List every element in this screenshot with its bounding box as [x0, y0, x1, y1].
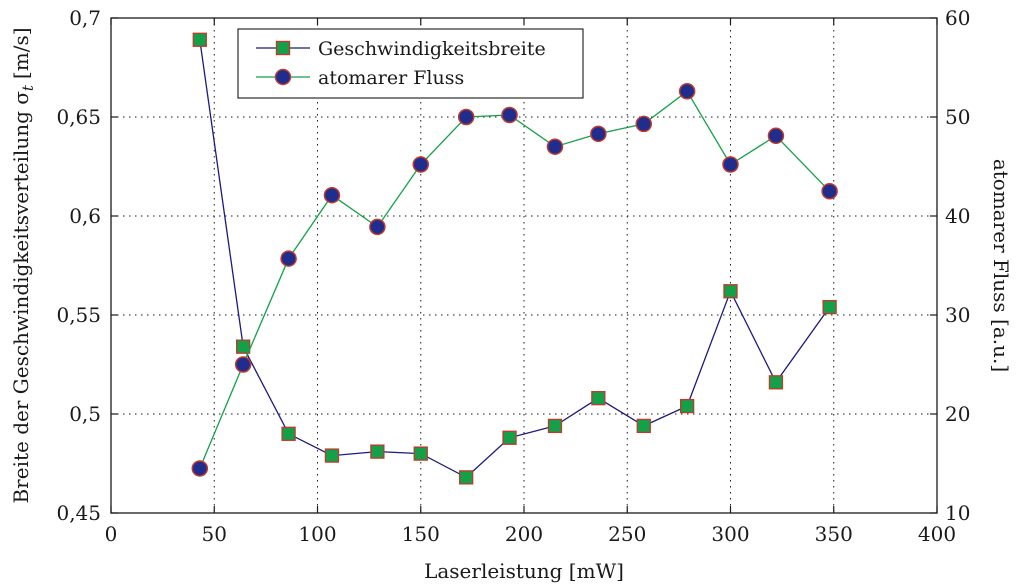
data-point-geschwindigkeitsbreite — [502, 430, 517, 445]
legend-marker-geschwindigkeitsbreite — [275, 40, 291, 56]
data-point-geschwindigkeitsbreite — [547, 418, 563, 434]
tick-label-y-right: 50 — [945, 105, 970, 129]
data-point-atomarer-fluss — [234, 356, 252, 373]
series-layer — [191, 32, 838, 485]
data-point-geschwindigkeitsbreite — [636, 418, 651, 434]
x-axis-title: Laserleistung [mW] — [424, 559, 624, 583]
tick-label-x: 0 — [105, 522, 118, 546]
data-point-atomarer-fluss — [722, 156, 739, 173]
tick-label-y-left: 0,6 — [69, 204, 101, 228]
data-point-atomarer-fluss — [767, 127, 785, 145]
series-atomarer-fluss — [191, 83, 838, 477]
tick-label-x: 400 — [918, 522, 956, 546]
tick-label-y-left: 0,7 — [69, 6, 101, 30]
data-point-atomarer-fluss — [280, 250, 297, 267]
tick-label-x: 350 — [815, 522, 853, 546]
data-point-atomarer-fluss — [590, 125, 607, 143]
data-point-geschwindigkeitsbreite — [768, 375, 784, 390]
y-axis-left-title-unit: [m/s] — [9, 27, 33, 79]
data-point-geschwindigkeitsbreite — [324, 448, 340, 463]
data-point-geschwindigkeitsbreite — [192, 32, 207, 47]
legend-marker-atomarer-fluss — [274, 68, 292, 86]
data-point-atomarer-fluss — [191, 460, 209, 477]
tick-label-y-left: 0,5 — [69, 402, 101, 426]
data-point-geschwindigkeitsbreite — [822, 299, 837, 315]
tick-label-x: 100 — [298, 522, 336, 546]
y-axis-right-title: atomarer Fluss [a.u.] — [989, 159, 1013, 372]
tick-label-y-right: 20 — [945, 402, 970, 426]
tick-label-y-right: 40 — [945, 204, 970, 228]
data-point-atomarer-fluss — [821, 183, 838, 200]
tick-label-x: 50 — [202, 522, 227, 546]
legend-box — [237, 28, 584, 99]
tick-label-y-right: 30 — [945, 303, 970, 327]
data-point-geschwindigkeitsbreite — [236, 339, 251, 354]
data-point-atomarer-fluss — [412, 156, 429, 173]
data-point-geschwindigkeitsbreite — [679, 398, 695, 414]
tick-label-x: 300 — [711, 522, 749, 546]
tick-label-y-left: 0,55 — [56, 303, 101, 327]
tick-label-y-right: 10 — [945, 501, 970, 525]
series-line-atomarer-fluss — [199, 90, 831, 469]
tick-label-y-right: 60 — [945, 6, 970, 30]
grid — [111, 18, 937, 513]
y-axis-left-title: Breite der Geschwindigkeitsverteilung σt… — [9, 27, 37, 503]
tick-label-y-left: 0,65 — [56, 105, 101, 129]
data-point-atomarer-fluss — [457, 108, 475, 126]
data-point-geschwindigkeitsbreite — [413, 446, 428, 461]
data-point-atomarer-fluss — [635, 115, 653, 133]
tick-label-x: 200 — [505, 522, 543, 546]
data-point-atomarer-fluss — [501, 106, 518, 124]
data-point-geschwindigkeitsbreite — [281, 426, 296, 441]
y-axis-left-title-subscript: t — [19, 84, 37, 91]
tick-label-y-left: 0,45 — [56, 501, 101, 525]
legend: Geschwindigkeitsbreite atomarer Fluss — [237, 28, 584, 99]
axis-ticks — [110, 17, 938, 514]
data-point-geschwindigkeitsbreite — [723, 284, 738, 299]
data-point-atomarer-fluss — [678, 83, 696, 100]
series-geschwindigkeitsbreite — [192, 32, 837, 485]
legend-label-geschwindigkeitsbreite: Geschwindigkeitsbreite — [318, 38, 546, 60]
tick-label-x: 150 — [402, 522, 440, 546]
data-point-atomarer-fluss — [323, 186, 341, 204]
data-point-atomarer-fluss — [369, 218, 386, 236]
data-point-geschwindigkeitsbreite — [370, 444, 385, 459]
y-axis-left-title-main: Breite der Geschwindigkeitsverteilung σ — [9, 91, 33, 504]
data-point-geschwindigkeitsbreite — [591, 391, 606, 406]
tick-labels: 0 50 100 150 200 250 300 350 400 0,45 0,5 0,55 0,6 0,… — [56, 6, 970, 546]
data-point-geschwindigkeitsbreite — [459, 470, 474, 485]
data-point-atomarer-fluss — [546, 138, 564, 155]
tick-label-x: 250 — [608, 522, 646, 546]
legend-label-atomarer-fluss: atomarer Fluss — [318, 67, 464, 89]
